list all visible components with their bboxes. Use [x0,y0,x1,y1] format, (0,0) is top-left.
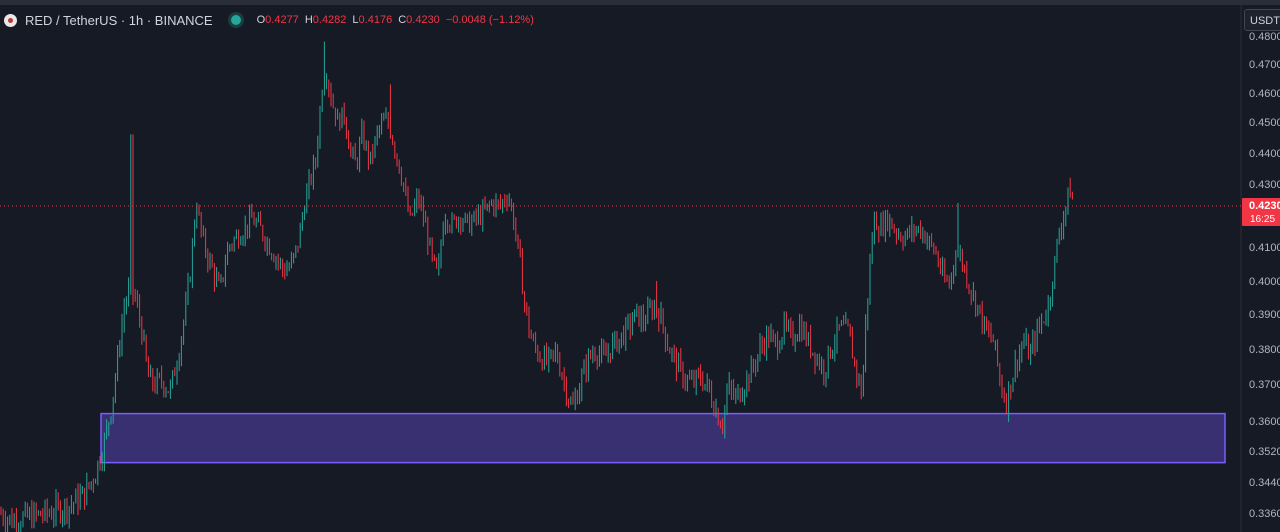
ohlc-low: L0.4176 [352,14,393,26]
y-tick-label: 0.4300 [1249,179,1280,191]
y-tick-label: 0.3520 [1249,446,1280,458]
market-status-icon[interactable] [230,15,241,25]
ohlc-open: O0.4277 [256,14,299,26]
y-tick-label: 0.3900 [1249,309,1280,321]
price-change: −0.0048 (−1.12%) [445,14,534,26]
y-tick-label: 0.3440 [1249,477,1280,489]
symbol-title[interactable]: RED / TetherUS · 1h · BINANCE [25,12,213,28]
candles-group [0,41,1073,532]
ohlc-high: H0.4282 [304,14,347,26]
bar-countdown-label: 16:25 [1250,214,1275,225]
last-price-badge [1242,198,1280,227]
ohlc-close: C0.4230 [398,14,440,26]
y-tick-label: 0.4500 [1249,117,1280,129]
support-zone-rect [100,412,1226,464]
top-edge [0,0,1280,5]
y-tick-label: 0.4600 [1249,88,1280,100]
y-tick-label: 0.4100 [1249,242,1280,254]
last-price-label: 0.4230 [1249,200,1280,212]
currency-selector-button[interactable]: USDT [1244,9,1280,31]
y-tick-label: 0.4000 [1249,276,1280,288]
y-tick-label: 0.4800 [1249,31,1280,43]
ohlc-values: O0.4277 H0.4282 L0.4176 C0.4230 −0.0048 … [257,14,534,26]
y-tick-label: 0.4400 [1249,148,1280,160]
symbol-logo-icon [4,13,17,27]
y-tick-label: 0.3700 [1249,379,1280,391]
y-tick-label: 0.3360 [1249,508,1280,520]
y-tick-label: 0.4700 [1249,59,1280,71]
y-tick-label: 0.3800 [1249,344,1280,356]
chart-legend: RED / TetherUS · 1h · BINANCE O0.4277 H0… [4,11,534,29]
y-tick-label: 0.3600 [1249,416,1280,428]
